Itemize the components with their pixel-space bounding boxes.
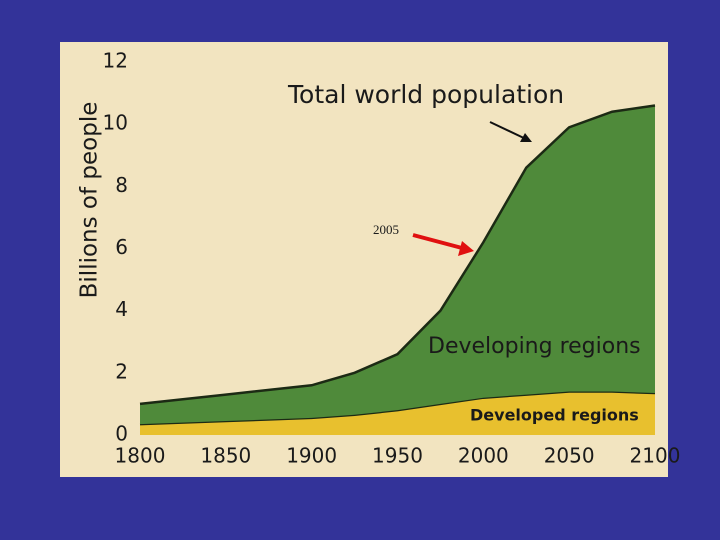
y-tick-label: 10	[103, 111, 128, 135]
y-tick-label: 4	[115, 297, 128, 321]
x-tick-label: 1850	[200, 444, 251, 468]
x-tick-label: 1950	[372, 444, 423, 468]
x-tick-label: 1800	[115, 444, 166, 468]
x-tick-label: 2050	[544, 444, 595, 468]
y-tick-label: 6	[115, 235, 128, 259]
y-tick-label: 0	[115, 422, 128, 446]
annotation: Total world population	[287, 80, 564, 109]
annotation-arrow	[489, 121, 529, 141]
x-tick-label: 2000	[458, 444, 509, 468]
y-tick-label: 8	[115, 173, 128, 197]
y-axis-label: Billions of people	[77, 102, 103, 299]
series-label: Developing regions	[428, 334, 641, 359]
y-tick-label: 12	[103, 49, 128, 73]
annotation: 2005	[373, 222, 399, 237]
annotation-arrow	[412, 233, 463, 250]
arrow-head	[520, 133, 532, 142]
series-label: Developed regions	[470, 406, 639, 425]
area-edge	[139, 104, 656, 406]
x-tick-label: 1900	[286, 444, 337, 468]
x-tick-label: 2100	[630, 444, 681, 468]
area	[140, 391, 655, 435]
area	[140, 105, 655, 425]
y-tick-label: 2	[115, 359, 128, 383]
arrow-head	[458, 241, 474, 256]
